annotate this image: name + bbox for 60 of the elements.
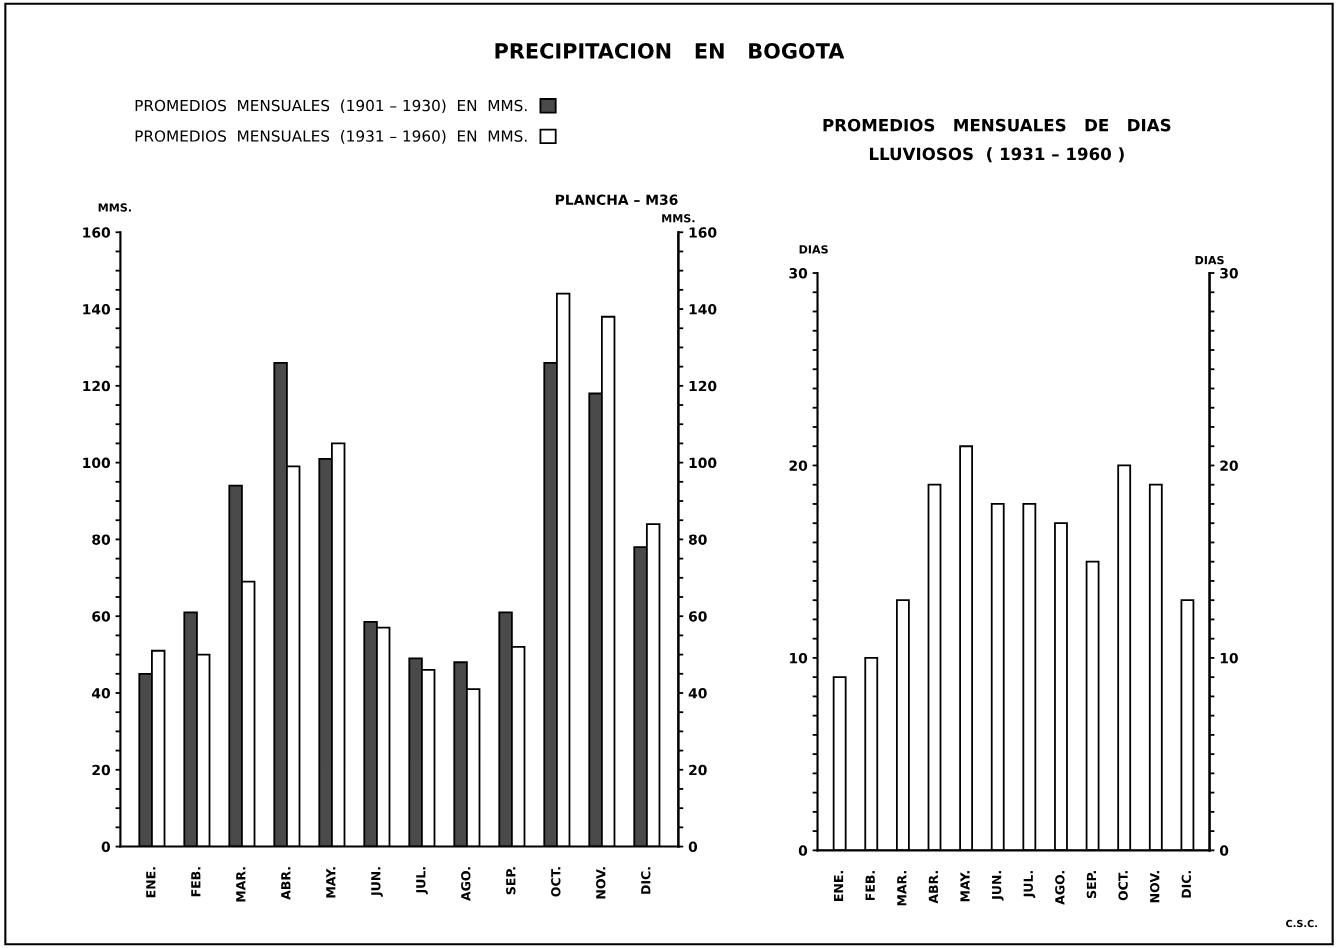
x-tick-label: JUN. [992, 871, 1004, 901]
y-tick-label: 40 [92, 687, 111, 699]
x-tick-label: AGO. [461, 867, 471, 901]
y2-tick-label: 20 [1220, 460, 1238, 471]
chart-title: PROMEDIOS MENSUALES DE DIAS LLUVIOSOS ( 1931 – 1960 ) [823, 118, 1171, 163]
x-tick-label: JUN. [371, 867, 383, 897]
y-tick-label: 20 [789, 460, 808, 471]
y-tick-label: 140 [83, 304, 111, 315]
y-tick-label: 100 [83, 457, 111, 469]
y2-tick-label: 0 [688, 841, 698, 853]
x-tick-label: FEB. [191, 867, 201, 897]
x-tick-label: ENE. [833, 871, 844, 901]
x-tick-label: NOV. [596, 867, 606, 899]
x-tick-label: ABR. [281, 867, 291, 900]
y-axis-title: DIAS [799, 245, 828, 254]
y2-tick-label: 140 [689, 304, 717, 315]
y-tick-label: 160 [83, 227, 111, 238]
y2-tick-label: 20 [689, 764, 707, 776]
x-tick-label: SEP. [506, 867, 516, 895]
y-tick-label: 60 [92, 611, 111, 622]
x-tick-label: OCT. [551, 867, 561, 897]
y2-tick-label: 30 [1220, 267, 1238, 279]
y-tick-label: 20 [92, 764, 111, 776]
x-tick-label: JUL. [1023, 871, 1036, 899]
y-tick-label: 120 [83, 380, 111, 392]
legend-label: PROMEDIOS MENSUALES (1901 – 1930) EN MMS. [135, 99, 527, 114]
x-tick-label: AGO. [1055, 871, 1065, 905]
y-tick-label: 0 [101, 841, 111, 853]
x-tick-label: ENE. [146, 867, 156, 898]
x-tick-label: MAY. [960, 871, 970, 902]
legend-label: PROMEDIOS MENSUALES (1931 – 1960) EN MMS. [135, 130, 527, 144]
text: C.S.C. [1286, 919, 1317, 928]
y2-tick-label: 60 [688, 611, 707, 622]
x-tick-label: MAY. [326, 867, 336, 898]
text: PLANCHA – M36 [555, 194, 678, 205]
x-tick-label: OCT. [1118, 871, 1128, 901]
x-tick-label: DIC. [1181, 871, 1192, 898]
y-tick-label: 80 [92, 534, 111, 545]
y2-tick-label: 10 [1220, 652, 1238, 664]
chart-title: PRECIPITACION EN BOGOTA [495, 43, 845, 59]
y2-tick-label: 80 [688, 534, 707, 545]
y-tick-label: 0 [798, 845, 808, 856]
x-tick-label: FEB. [865, 871, 875, 901]
y-axis-title: MMS. [98, 203, 131, 212]
y-tick-label: 30 [789, 267, 808, 279]
x-tick-label: MAR. [897, 871, 907, 906]
x-tick-label: MAR. [236, 867, 246, 902]
y-tick-label: 10 [790, 652, 808, 664]
y2-tick-label: 160 [689, 227, 717, 238]
y2-tick-label: 0 [1219, 845, 1229, 856]
x-tick-label: DIC. [641, 867, 651, 894]
y2-tick-label: 100 [689, 457, 717, 469]
x-tick-label: NOV. [1149, 871, 1160, 903]
y2-axis-title: DIAS [1195, 255, 1224, 265]
y2-axis-title: MMS. [662, 214, 695, 223]
x-tick-label: SEP. [1086, 871, 1097, 899]
x-tick-label: ABR. [928, 871, 938, 904]
y2-tick-label: 40 [688, 687, 707, 699]
x-tick-label: JUL. [416, 867, 428, 895]
y2-tick-label: 120 [689, 380, 717, 392]
